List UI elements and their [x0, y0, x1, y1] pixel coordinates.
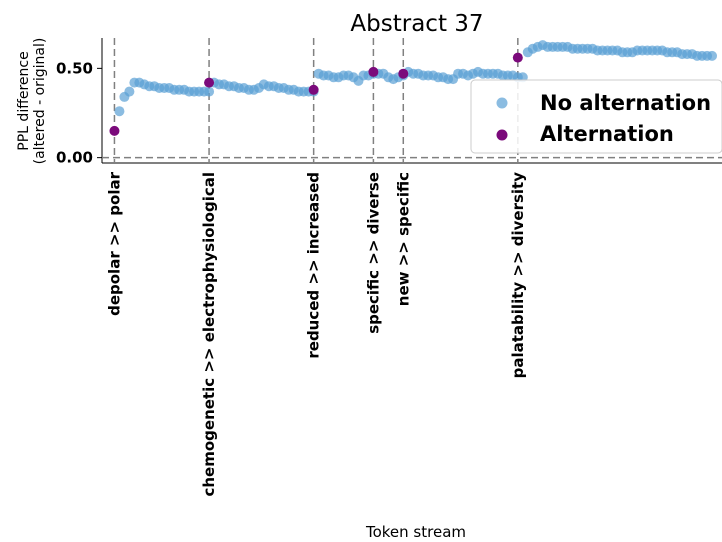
legend-marker-alternation [496, 129, 508, 141]
alternation-label: specific >> diverse [364, 172, 382, 334]
plot-area: 0.00 0.50 depolar >> polar chemogenetic >> … [56, 38, 722, 497]
y-axis-label-line-2: (altered - original) [32, 38, 48, 165]
chart-title: Abstract 37 [350, 11, 483, 37]
legend-box [470, 79, 722, 154]
data-point-no-alternation [124, 86, 135, 97]
data-point-no-alternation [114, 106, 125, 117]
alternation-label: new >> specific [394, 172, 412, 306]
alternation-label: chemogenetic >> electrophysiological [200, 172, 218, 497]
data-point-no-alternation [707, 50, 718, 61]
y-tick-label: 0.50 [56, 59, 93, 77]
data-point-alternation [398, 68, 409, 79]
data-point-alternation [368, 66, 379, 77]
y-tick-label: 0.00 [56, 149, 93, 167]
data-point-no-alternation [204, 86, 215, 97]
data-point-alternation [308, 84, 319, 95]
legend-label-no-alternation: No alternation [540, 91, 711, 115]
alternation-label: reduced >> increased [305, 172, 323, 359]
x-axis-label: Token stream [365, 523, 466, 541]
alternation-label: depolar >> polar [105, 171, 123, 316]
legend: No alternation Alternation [470, 79, 722, 154]
y-axis-label-line-1: PPL difference [16, 51, 32, 150]
data-point-alternation [512, 52, 523, 63]
legend-label-alternation: Alternation [540, 122, 674, 146]
alternation-label: palatability >> diversity [509, 172, 527, 379]
data-point-alternation [204, 77, 215, 88]
y-axis-label: PPL difference (altered - original) [16, 38, 48, 165]
data-point-alternation [109, 125, 120, 136]
legend-marker-no-alternation [496, 97, 508, 109]
